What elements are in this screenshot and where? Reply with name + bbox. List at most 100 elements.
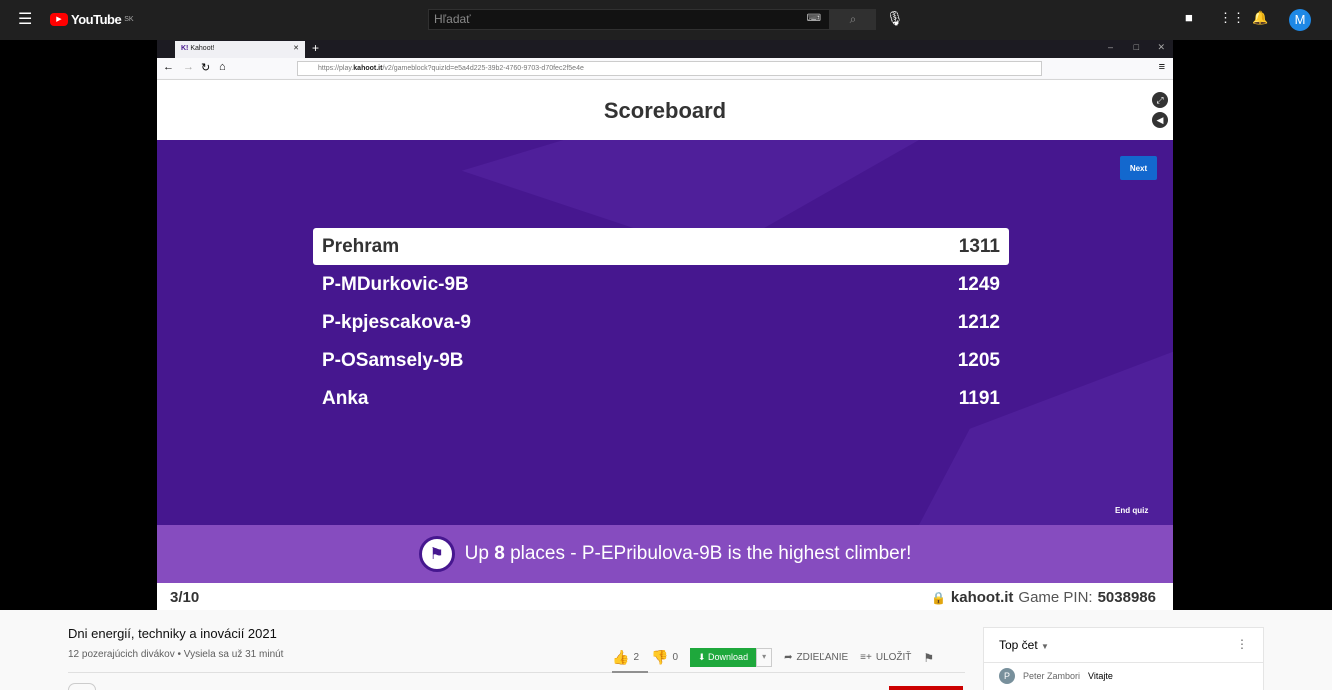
apps-icon[interactable]: ⋮⋮ xyxy=(1219,10,1245,25)
like-count: 2 xyxy=(633,652,639,663)
player-score: 1249 xyxy=(957,273,1000,295)
chat-avatar: P xyxy=(999,668,1015,684)
sound-icon[interactable]: ◀ xyxy=(1152,112,1168,128)
site-name: kahoot.it xyxy=(950,589,1014,606)
dislike-count: 0 xyxy=(672,652,678,663)
player-name: P-kpjescakova-9 xyxy=(322,311,471,333)
page-title: Scoreboard xyxy=(603,98,727,123)
chevron-down-icon: ▼ xyxy=(1041,642,1049,651)
player-name: Anka xyxy=(322,387,369,409)
download-label: ⬇ Download xyxy=(690,648,757,667)
more-options-icon[interactable]: ⋮ xyxy=(1236,637,1248,651)
microphone-icon[interactable]: 🎙 xyxy=(886,10,904,26)
reload-icon[interactable]: ↻ xyxy=(201,62,211,74)
menu-icon[interactable]: ☰ xyxy=(18,11,33,28)
next-button[interactable]: Next xyxy=(1120,156,1157,180)
search-icon: ⌕ xyxy=(849,12,857,26)
score-row: Anka 1191 xyxy=(313,380,1009,417)
chat-author: Peter Zambori xyxy=(1023,671,1081,681)
report-button[interactable]: ⚑ xyxy=(923,651,934,665)
share-button[interactable]: ➦ ZDIEĽANIE xyxy=(784,652,848,663)
highest-climber-banner: ⚑ Up 8 places - P-EPribulova-9B is the h… xyxy=(157,525,1173,583)
url-domain: kahoot.it xyxy=(353,65,383,72)
minimize-icon[interactable]: – xyxy=(1107,42,1113,52)
back-icon[interactable]: ← xyxy=(163,61,174,73)
playlist-add-icon: ≡+ xyxy=(860,652,872,663)
player-score: 1191 xyxy=(958,387,1000,409)
browser-toolbar: ← → ↻ ⌂ https://play.kahoot.it/v2/gamebl… xyxy=(157,58,1173,80)
subscribe-button[interactable] xyxy=(889,686,963,690)
video-title: Dni energií, techniky a inovácií 2021 xyxy=(68,626,277,641)
scoreboard-area: Next Prehram 1311 P-MDurkovic-9B 1249 P-kp… xyxy=(157,140,1173,525)
search-input[interactable]: Hľadať ⌨ xyxy=(428,9,830,30)
video-frame: K! Kahoot! ✕ + – □ ✕ ← → ↻ ⌂ https://pla… xyxy=(157,40,1173,610)
save-button[interactable]: ≡+ ULOŽIŤ xyxy=(860,652,911,663)
score-row: Prehram 1311 xyxy=(313,228,1009,265)
kahoot-footer: 3/10 🔒 kahoot.it Game PIN: 5038986 xyxy=(157,583,1173,610)
thumbs-down-icon: 👎 xyxy=(651,649,669,665)
like-button[interactable]: 👍 2 xyxy=(612,649,639,666)
avatar[interactable]: M xyxy=(1289,9,1311,31)
dislike-button[interactable]: 👎 0 xyxy=(651,649,678,666)
tab-title: Kahoot! xyxy=(190,45,215,52)
sentiment-bar xyxy=(612,671,648,673)
bell-icon[interactable]: 🔔 xyxy=(1252,10,1269,25)
download-button[interactable]: ⬇ Download ▾ xyxy=(690,648,773,667)
browser-menu-icon[interactable]: ≡ xyxy=(1158,61,1165,73)
pin-label: Game PIN: xyxy=(1018,589,1093,606)
video-meta: 12 pozerajúcich divákov • Vysiela sa už … xyxy=(68,649,284,660)
share-label: ZDIEĽANIE xyxy=(796,652,849,663)
kahoot-favicon: K! xyxy=(181,45,189,52)
youtube-header: ☰ ▶ YouTube SK Hľadať ⌨ ⌕ 🎙 ■ ⋮⋮ 🔔 M xyxy=(0,0,1332,40)
maximize-icon[interactable]: □ xyxy=(1133,42,1139,52)
share-icon: ➦ xyxy=(784,652,793,663)
new-tab-icon[interactable]: + xyxy=(312,41,320,55)
chat-message: P Peter Zambori Vitajte xyxy=(984,663,1263,689)
create-video-icon[interactable]: ■ xyxy=(1185,10,1193,25)
chat-header[interactable]: Top čet ▼ ⋮ xyxy=(984,628,1263,663)
lock-icon: 🔒 xyxy=(930,591,946,605)
end-quiz-button[interactable]: End quiz xyxy=(1115,506,1149,515)
question-progress: 3/10 xyxy=(170,589,200,606)
url-path: /v2/gameblock?quizId=e5a4d225-39b2-4760-… xyxy=(382,65,584,72)
url-bar[interactable]: https://play.kahoot.it/v2/gameblock?quiz… xyxy=(297,61,1042,76)
player-name: P-MDurkovic-9B xyxy=(322,273,469,295)
chevron-down-icon[interactable]: ▾ xyxy=(756,648,773,667)
browser-tab[interactable]: K! Kahoot! ✕ xyxy=(175,41,305,58)
score-row: P-MDurkovic-9B 1249 xyxy=(313,266,1009,303)
logo-text: YouTube xyxy=(71,12,122,27)
browser-tab-bar: K! Kahoot! ✕ + – □ ✕ xyxy=(157,40,1173,58)
thumbs-up-icon: 👍 xyxy=(612,649,630,665)
game-pin: 5038986 xyxy=(1097,589,1156,606)
play-icon: ▶ xyxy=(50,13,68,26)
download-icon: ⬇ xyxy=(698,652,709,662)
kahoot-header: Scoreboard ⤢ ◀ xyxy=(157,80,1173,140)
player-name: P-OSamsely-9B xyxy=(322,349,464,371)
flag-icon: ⚑ xyxy=(923,650,935,665)
search-placeholder: Hľadať xyxy=(434,12,471,26)
close-tab-icon[interactable]: ✕ xyxy=(293,45,299,52)
youtube-logo[interactable]: ▶ YouTube SK xyxy=(50,12,134,27)
chat-mode-label: Top čet xyxy=(999,638,1038,652)
search-button[interactable]: ⌕ xyxy=(830,9,876,30)
player-name: Prehram xyxy=(322,235,400,257)
live-chat: Top čet ▼ ⋮ P Peter Zambori Vitajte xyxy=(983,627,1264,690)
chat-text: Vitajte xyxy=(1088,671,1113,681)
player-score: 1205 xyxy=(957,349,1000,371)
player-score: 1212 xyxy=(957,311,1000,333)
home-icon[interactable]: ⌂ xyxy=(219,61,226,73)
flag-icon: ⚑ xyxy=(418,536,455,572)
climber-text: Up 8 places - P-EPribulova-9B is the hig… xyxy=(464,543,912,564)
save-label: ULOŽIŤ xyxy=(875,652,912,663)
player-score: 1311 xyxy=(958,235,1000,257)
region-label: SK xyxy=(124,16,134,23)
close-window-icon[interactable]: ✕ xyxy=(1157,42,1165,52)
score-row: P-OSamsely-9B 1205 xyxy=(313,342,1009,379)
url-prefix: https://play. xyxy=(318,65,354,72)
channel-avatar[interactable] xyxy=(68,683,96,690)
divider xyxy=(68,672,965,673)
fullscreen-icon[interactable]: ⤢ xyxy=(1152,92,1168,108)
forward-icon[interactable]: → xyxy=(183,61,194,73)
keyboard-icon[interactable]: ⌨ xyxy=(806,13,821,24)
score-row: P-kpjescakova-9 1212 xyxy=(313,304,1009,341)
